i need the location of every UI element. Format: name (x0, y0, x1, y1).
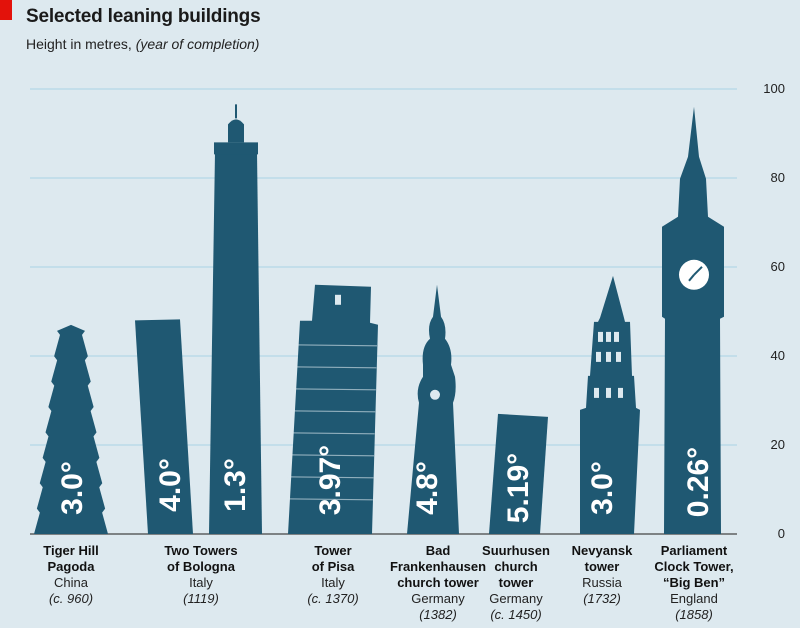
lean-angle-label: 0.26° (682, 447, 715, 517)
tower-icon (135, 319, 193, 534)
pisa-floor-line (286, 410, 376, 413)
category-label-line: tower (585, 559, 620, 574)
category-label-line: church (494, 559, 537, 574)
y-tick-label: 60 (771, 259, 785, 274)
pagoda-icon (34, 324, 108, 538)
pisa-floor-line (287, 388, 376, 391)
category-label-line: Parliament (661, 543, 728, 558)
clock-hand (688, 274, 695, 282)
building-silhouettes: 3.0° 4.0° 1.3° 3.97° 4.8° 5.19° 3.0° 0.26° (34, 104, 724, 538)
subtitle-italic: (year of completion) (135, 36, 260, 52)
y-tick-label: 80 (771, 170, 785, 185)
category-label-line: (1732) (583, 591, 621, 606)
subtitle-main: Height in metres, (26, 36, 136, 52)
tower-window (594, 387, 599, 398)
pisa-floor-line (283, 476, 374, 479)
tower-window (598, 331, 603, 342)
tower-crown (214, 142, 258, 155)
category-label-line: “Big Ben” (663, 575, 725, 590)
category-label-line: (c. 1450) (490, 607, 541, 622)
category-label-line: Germany (411, 591, 465, 606)
lean-angle-label: 3.0° (586, 461, 619, 515)
chart-subtitle: Height in metres, (year of completion) (26, 36, 259, 52)
church-tower-icon (489, 413, 548, 534)
pisa-floor-line (282, 498, 373, 501)
pisa-floor-line (289, 344, 378, 347)
tower-belfry (228, 119, 244, 143)
y-tick-label: 40 (771, 348, 785, 363)
tower-icon (580, 275, 640, 534)
church-tower-icon (407, 284, 459, 534)
pisa-floor-line (285, 432, 375, 435)
category-label-line: (c. 1370) (307, 591, 358, 606)
category-label-line: Russia (582, 575, 623, 590)
tower-window (606, 331, 611, 342)
chart-title: Selected leaning buildings (26, 6, 261, 27)
category-label-line: (1382) (419, 607, 457, 622)
y-axis: 0 20 40 60 80 100 (763, 81, 785, 541)
category-label-line: Two Towers (164, 543, 237, 558)
category-label-line: Pagoda (48, 559, 96, 574)
lean-angle-label: 3.0° (56, 461, 89, 515)
tower-window (616, 351, 621, 362)
tower-icon (209, 152, 262, 534)
brand-accent-tab (0, 0, 12, 20)
category-label-line: Italy (321, 575, 345, 590)
lean-angle-label: 1.3° (219, 458, 252, 512)
y-tick-label: 0 (778, 526, 785, 541)
category-label-line: church tower (397, 575, 479, 590)
lean-angle-label: 4.0° (154, 458, 187, 512)
category-label-line: Nevyansk (572, 543, 633, 558)
tower-window (606, 351, 611, 362)
tower-window (618, 387, 623, 398)
pisa-floor-line (288, 366, 377, 369)
category-label-line: tower (499, 575, 534, 590)
category-label-line: Tower (314, 543, 351, 558)
category-label-line: (c. 960) (49, 591, 93, 606)
category-label-line: Clock Tower, (654, 559, 733, 574)
y-tick-label: 20 (771, 437, 785, 452)
tower-window (596, 351, 601, 362)
category-label-line: of Bologna (167, 559, 236, 574)
category-label-line: (1858) (675, 607, 713, 622)
tower-window (614, 331, 619, 342)
clock-hand (693, 266, 703, 276)
tower-window (606, 387, 611, 398)
category-label-line: Tiger Hill (43, 543, 98, 558)
clock-face (430, 389, 440, 400)
category-label-line: China (54, 575, 89, 590)
pisa-window (335, 294, 341, 305)
lean-angle-label: 4.8° (411, 461, 444, 515)
category-label-line: Suurhusen (482, 543, 550, 558)
lean-angle-label: 5.19° (502, 453, 535, 523)
clock-tower-icon (662, 106, 724, 535)
category-label-line: Frankenhausen (390, 559, 486, 574)
lean-angle-label: 3.97° (314, 445, 347, 515)
y-tick-label: 100 (763, 81, 785, 96)
pisa-floor-line (284, 454, 375, 457)
category-label-line: Germany (489, 591, 543, 606)
category-label-line: Bad (426, 543, 451, 558)
category-label-line: (1119) (183, 591, 219, 606)
category-label-line: of Pisa (312, 559, 355, 574)
category-label-line: Italy (189, 575, 213, 590)
pisa-tower-icon (288, 284, 378, 534)
category-label-line: England (670, 591, 718, 606)
